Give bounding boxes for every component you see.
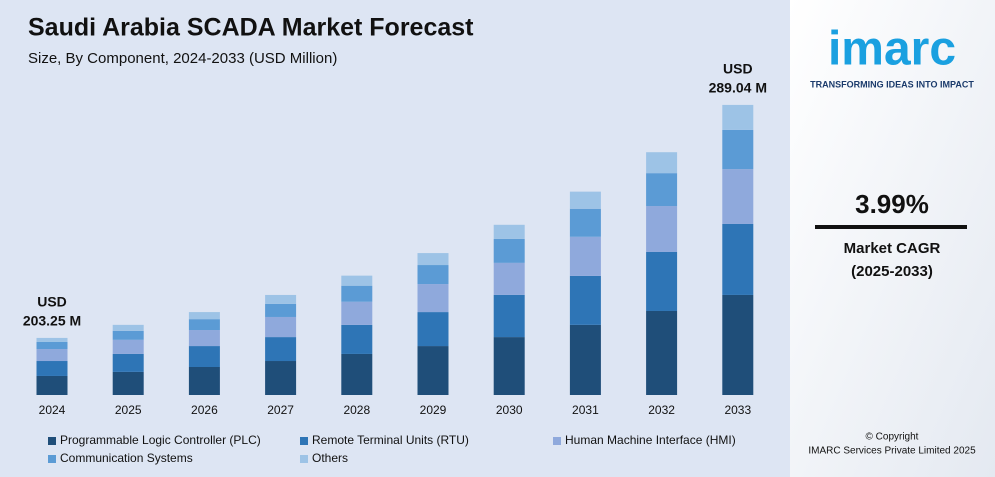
- copyright: © Copyright: [866, 432, 919, 443]
- bar-segment: [493, 224, 525, 239]
- bar-segment: [341, 324, 373, 354]
- legend-swatch: [48, 455, 56, 463]
- bar-segment: [493, 337, 525, 395]
- chart-title: Saudi Arabia SCADA Market Forecast: [28, 14, 474, 42]
- bar-segment: [646, 152, 678, 174]
- x-tick-label: 2029: [420, 403, 447, 417]
- bar-segment: [341, 285, 373, 302]
- legend-swatch: [553, 437, 561, 445]
- total-label: USD: [37, 294, 67, 310]
- bar-segment: [417, 265, 449, 285]
- x-tick-label: 2033: [724, 403, 751, 417]
- bar-segment: [417, 312, 449, 347]
- x-tick-label: 2025: [115, 403, 142, 417]
- bar-segment: [341, 301, 373, 325]
- chart-subtitle: Size, By Component, 2024-2033 (USD Milli…: [28, 50, 337, 67]
- bar-segment: [493, 238, 525, 263]
- bar-segment: [646, 310, 678, 395]
- total-label: 289.04 M: [709, 80, 767, 96]
- bar-segment: [646, 206, 678, 252]
- bar-segment: [265, 337, 297, 362]
- total-label: 203.25 M: [23, 313, 81, 329]
- cagr-value: 3.99%: [855, 189, 929, 219]
- bar-segment: [646, 251, 678, 311]
- company: IMARC Services Private Limited 2025: [808, 446, 976, 457]
- bar-segment: [188, 319, 220, 331]
- bar-segment: [722, 294, 754, 395]
- bar-segment: [265, 361, 297, 395]
- bar-segment: [112, 339, 144, 354]
- x-tick-label: 2030: [496, 403, 523, 417]
- bar-segment: [569, 208, 601, 237]
- x-tick-label: 2027: [267, 403, 294, 417]
- bar-segment: [188, 312, 220, 320]
- tagline: TRANSFORMING IDEAS INTO IMPACT: [810, 79, 974, 89]
- bar-segment: [417, 253, 449, 266]
- bar-segment: [188, 366, 220, 395]
- bar-segment: [722, 223, 754, 295]
- bar-segment: [36, 361, 68, 376]
- bar-segment: [112, 330, 144, 340]
- bar-segment: [265, 316, 297, 338]
- x-tick-label: 2024: [39, 403, 66, 417]
- legend-label: Communication Systems: [60, 451, 193, 465]
- sidebar-background: [790, 0, 995, 477]
- legend-label: Programmable Logic Controller (PLC): [60, 433, 261, 447]
- bar-segment: [112, 353, 144, 372]
- legend-swatch: [300, 455, 308, 463]
- bar-segment: [36, 341, 68, 350]
- bar-segment: [341, 275, 373, 286]
- bar-segment: [265, 294, 297, 304]
- legend-swatch: [48, 437, 56, 445]
- bar-segment: [569, 275, 601, 325]
- cagr-label: Market CAGR: [844, 240, 941, 257]
- bar-segment: [493, 262, 525, 295]
- legend-swatch: [300, 437, 308, 445]
- cagr-period: (2025-2033): [851, 263, 933, 280]
- bar-segment: [569, 191, 601, 209]
- bar-segment: [646, 173, 678, 207]
- x-tick-label: 2026: [191, 403, 218, 417]
- total-label: USD: [723, 61, 753, 77]
- legend-label: Human Machine Interface (HMI): [565, 433, 736, 447]
- legend-label: Others: [312, 451, 348, 465]
- bar-segment: [722, 104, 754, 130]
- divider: [815, 225, 967, 229]
- logo: imarc: [828, 23, 956, 76]
- bar-segment: [569, 324, 601, 395]
- legend-label: Remote Terminal Units (RTU): [312, 433, 469, 447]
- bar-segment: [36, 337, 68, 342]
- bar-segment: [36, 349, 68, 362]
- bar-segment: [722, 129, 754, 170]
- bar-segment: [341, 353, 373, 395]
- bar-segment: [188, 346, 220, 367]
- x-tick-label: 2032: [648, 403, 675, 417]
- bar-segment: [493, 294, 525, 338]
- x-tick-label: 2031: [572, 403, 599, 417]
- bar-segment: [188, 330, 220, 347]
- bar-segment: [265, 303, 297, 317]
- bar-segment: [417, 346, 449, 395]
- bar-segment: [417, 284, 449, 313]
- bar-segment: [569, 236, 601, 276]
- bar-segment: [112, 324, 144, 331]
- bar-segment: [722, 169, 754, 224]
- x-tick-label: 2028: [343, 403, 370, 417]
- bar-segment: [36, 375, 68, 395]
- bar-segment: [112, 371, 144, 395]
